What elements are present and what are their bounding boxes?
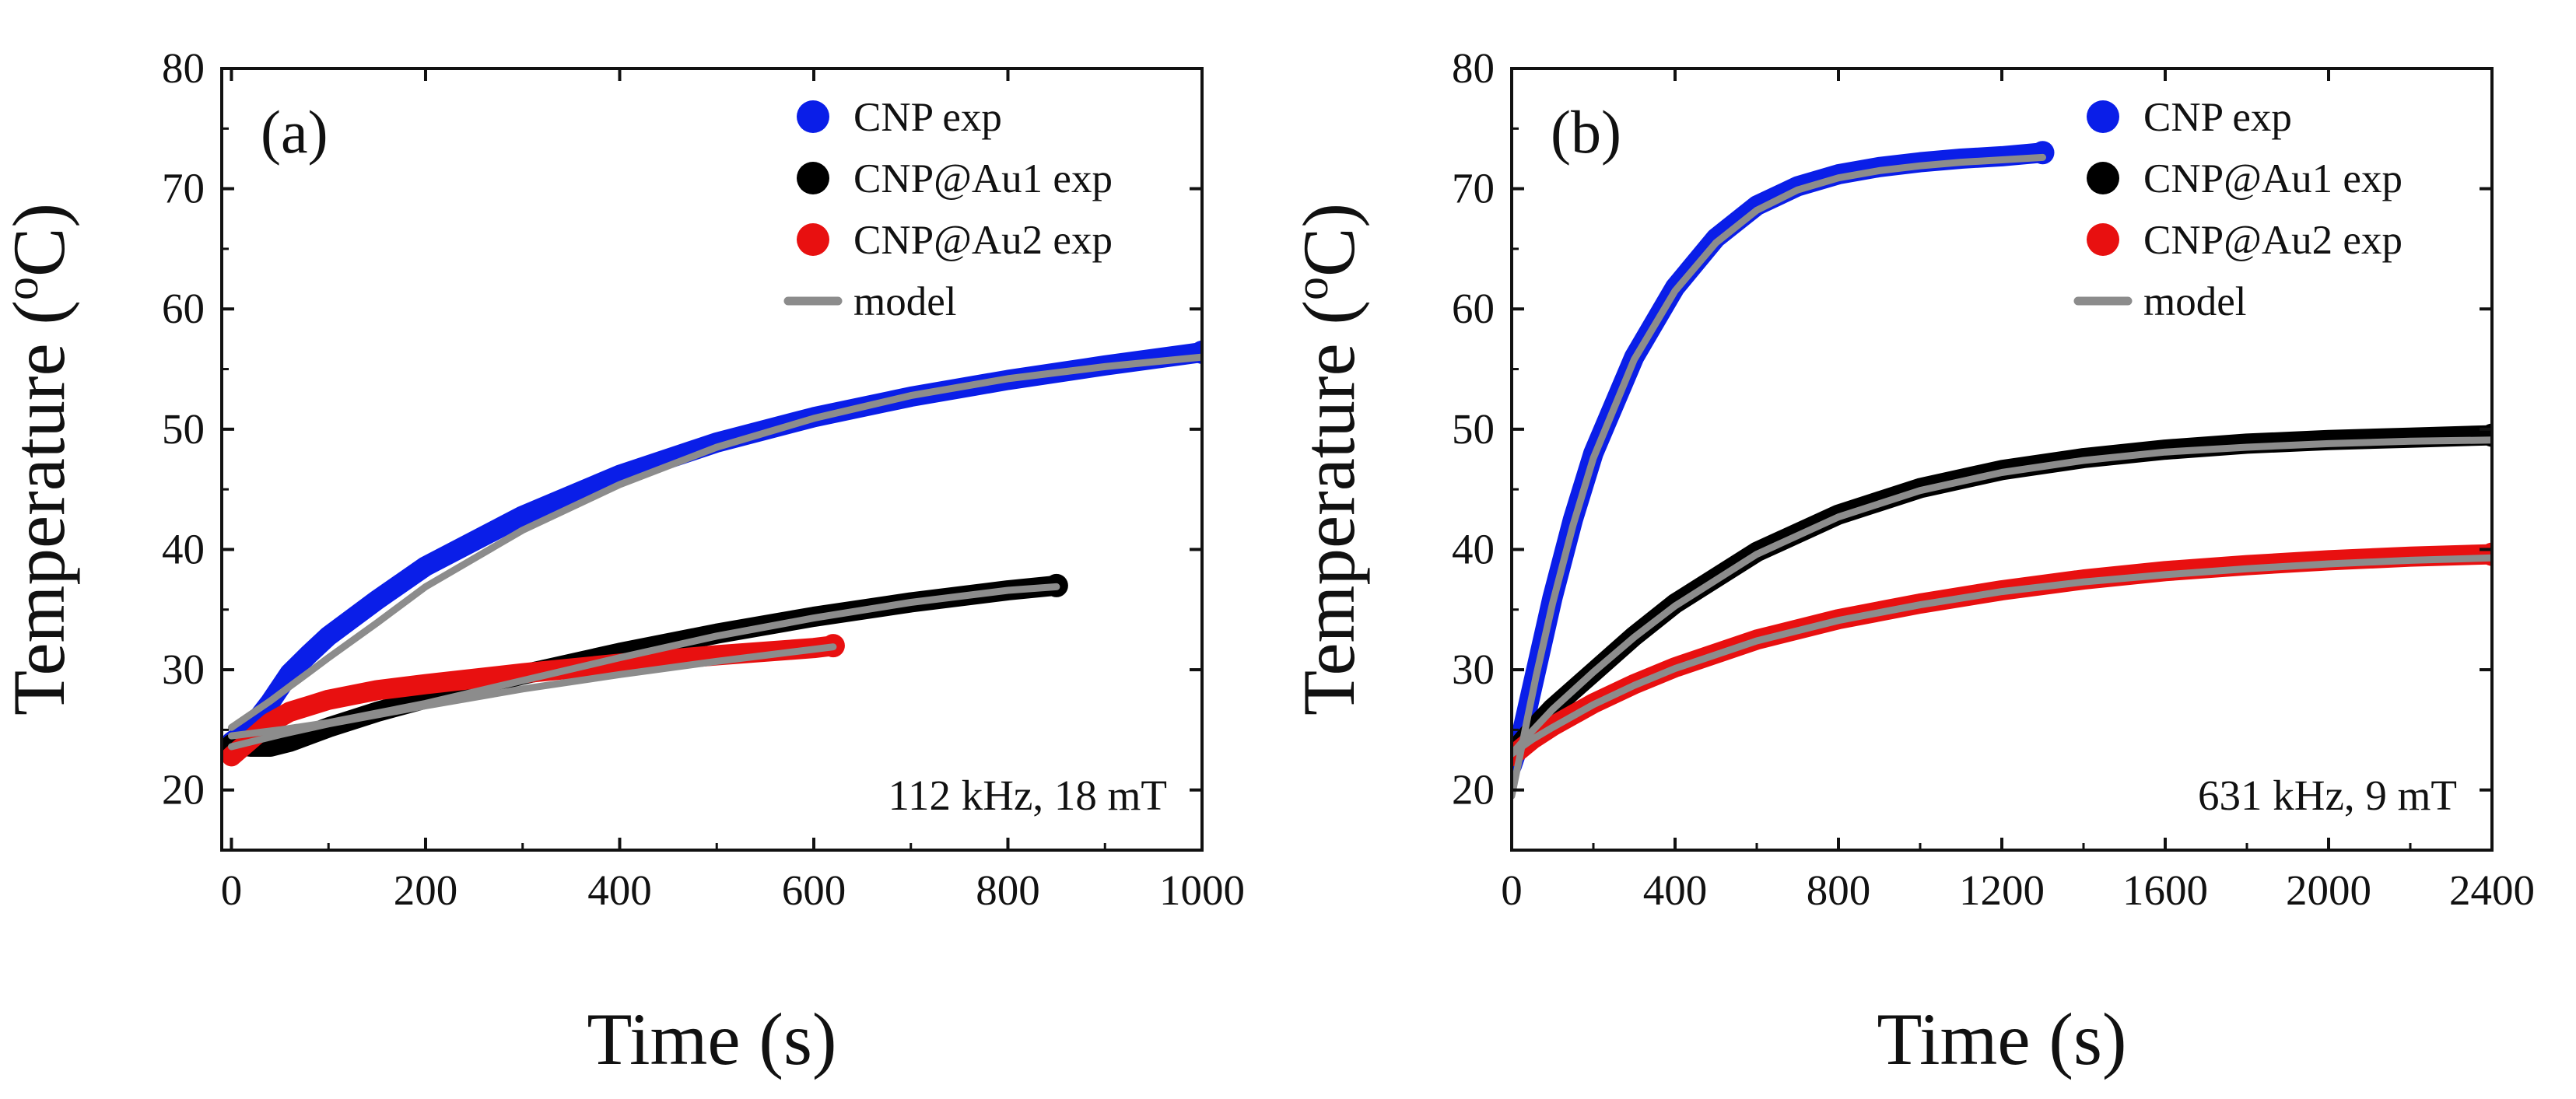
- legend-label-cnp-exp: CNP exp: [2143, 95, 2292, 140]
- legend-label-cnp-au1-exp: CNP@Au1 exp: [853, 156, 1113, 201]
- legend-marker-cnp-au2-exp: [2087, 223, 2119, 256]
- y-tick-label: 30: [1452, 646, 1495, 693]
- y-tick-label: 60: [162, 285, 205, 332]
- y-tick-label: 40: [162, 525, 205, 572]
- legend-marker-cnp-au1-exp: [797, 162, 829, 194]
- x-tick-label: 1600: [2122, 866, 2208, 914]
- x-tick-label: 600: [782, 866, 846, 914]
- y-axis-title-degree: o: [0, 277, 47, 300]
- series-line-model-cnp-au1: [1512, 436, 2492, 758]
- y-tick-label: 70: [1452, 165, 1495, 212]
- series-line-model-cnp-au2: [228, 643, 837, 751]
- x-tick-label: 400: [587, 866, 652, 914]
- y-axis-title: Temperature (oC): [1286, 203, 1370, 716]
- field-annotation: 631 kHz, 9 mT: [2198, 772, 2457, 819]
- y-tick-label: 40: [1452, 525, 1495, 572]
- x-tick-label: 800: [976, 866, 1040, 914]
- y-tick-label: 30: [162, 646, 205, 693]
- x-axis-title: Time (s): [1877, 998, 2126, 1080]
- series-line-cnp-au2-exp: [222, 635, 843, 767]
- x-tick-label: 1200: [1959, 866, 2045, 914]
- y-axis-title-main: Temperature (: [0, 300, 80, 716]
- y-tick-label: 50: [162, 405, 205, 453]
- legend-marker-cnp-exp: [797, 100, 829, 133]
- panel-label: (a): [261, 98, 328, 166]
- legend-label-model: model: [853, 279, 956, 324]
- x-tick-label: 0: [221, 866, 243, 914]
- field-annotation: 112 kHz, 18 mT: [888, 772, 1167, 819]
- legend-marker-cnp-au2-exp: [797, 223, 829, 256]
- y-tick-label: 70: [162, 165, 205, 212]
- legend: CNP exp CNP@Au1 exp CNP@Au2 exp model: [783, 95, 1113, 324]
- y-axis-title-degree: o: [1286, 277, 1337, 300]
- y-tick-label: 20: [162, 766, 205, 814]
- x-tick-label: 1000: [1159, 866, 1245, 914]
- legend-label-cnp-au2-exp: CNP@Au2 exp: [2143, 218, 2403, 263]
- x-tick-label: 800: [1807, 866, 1871, 914]
- series-line-model-cnp-au2: [1512, 554, 2492, 758]
- y-tick-label: 60: [1452, 285, 1495, 332]
- legend-label-cnp-au2-exp: CNP@Au2 exp: [853, 218, 1113, 263]
- x-tick-label: 2000: [2286, 866, 2371, 914]
- legend: CNP exp CNP@Au1 exp CNP@Au2 exp model: [2073, 95, 2403, 324]
- x-tick-label: 200: [394, 866, 458, 914]
- y-axis-title-unit: C): [1288, 203, 1370, 277]
- legend-label-cnp-au1-exp: CNP@Au1 exp: [2143, 156, 2403, 201]
- legend-label-model: model: [2143, 279, 2246, 324]
- axes-frame: [220, 67, 1204, 852]
- panel-label: (b): [1551, 98, 1621, 166]
- legend-marker-cnp-au1-exp: [2087, 162, 2119, 194]
- x-axis-title: Time (s): [587, 998, 836, 1080]
- y-axis-title-unit: C): [0, 203, 80, 277]
- x-tick-label: 0: [1501, 866, 1523, 914]
- plot-area: [1512, 141, 2492, 800]
- y-axis-title: Temperature (oC): [0, 203, 80, 716]
- series-line-model-cnp: [1512, 153, 2046, 800]
- y-axis-title-main: Temperature (: [1288, 300, 1370, 716]
- series-line-model-cnp: [228, 353, 1202, 731]
- plot-area: [222, 340, 1202, 767]
- y-tick-label: 50: [1452, 405, 1495, 453]
- y-tick-label: 20: [1452, 766, 1495, 814]
- legend-marker-cnp-exp: [2087, 100, 2119, 133]
- legend-label-cnp-exp: CNP exp: [853, 95, 1002, 140]
- y-tick-label: 80: [1452, 44, 1495, 92]
- x-tick-label: 400: [1643, 866, 1708, 914]
- series-line-cnp-au2-exp: [1512, 544, 2492, 767]
- x-tick-label: 2400: [2449, 866, 2535, 914]
- y-tick-label: 80: [162, 44, 205, 92]
